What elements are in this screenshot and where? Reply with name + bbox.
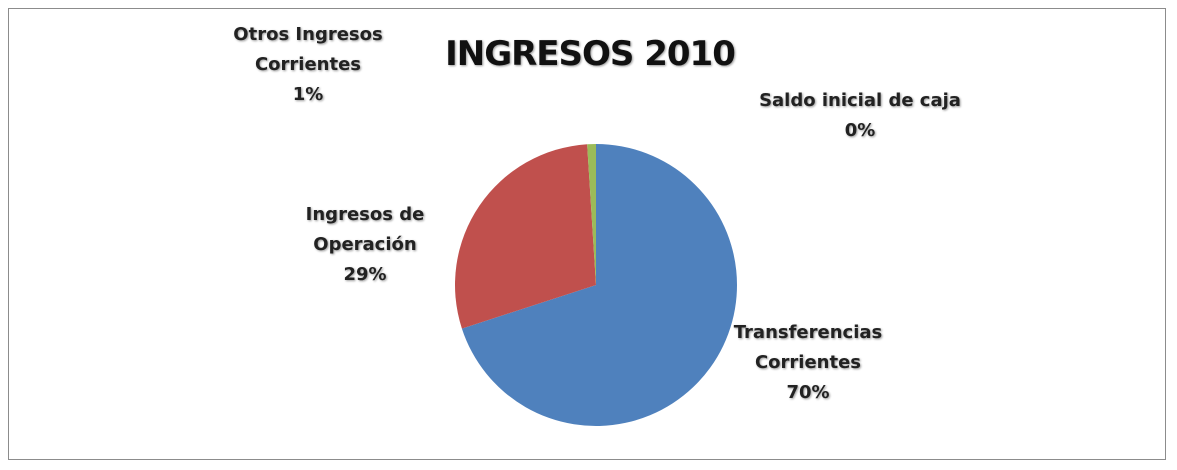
chart-title: INGRESOS 2010 [445, 34, 736, 74]
data-label: Otros Ingresos Corrientes 1% [218, 20, 398, 110]
value-label: 29% [343, 264, 387, 285]
category-label: Transferencias Corrientes [733, 322, 883, 373]
pie-slice [587, 144, 596, 285]
pie-slice [461, 144, 737, 426]
chart-frame [8, 8, 1166, 460]
value-label: 0% [844, 120, 876, 141]
data-label: Ingresos de Operación 29% [295, 200, 435, 290]
category-label: Ingresos de Operación [305, 204, 425, 255]
value-label: 70% [786, 382, 830, 403]
data-label: Transferencias Corrientes 70% [718, 318, 898, 408]
value-label: 1% [292, 84, 324, 105]
data-label: Saldo inicial de caja 0% [720, 86, 1000, 146]
category-label: Otros Ingresos Corrientes [233, 24, 383, 75]
pie-slice [455, 144, 596, 329]
category-label: Saldo inicial de caja [759, 90, 961, 111]
